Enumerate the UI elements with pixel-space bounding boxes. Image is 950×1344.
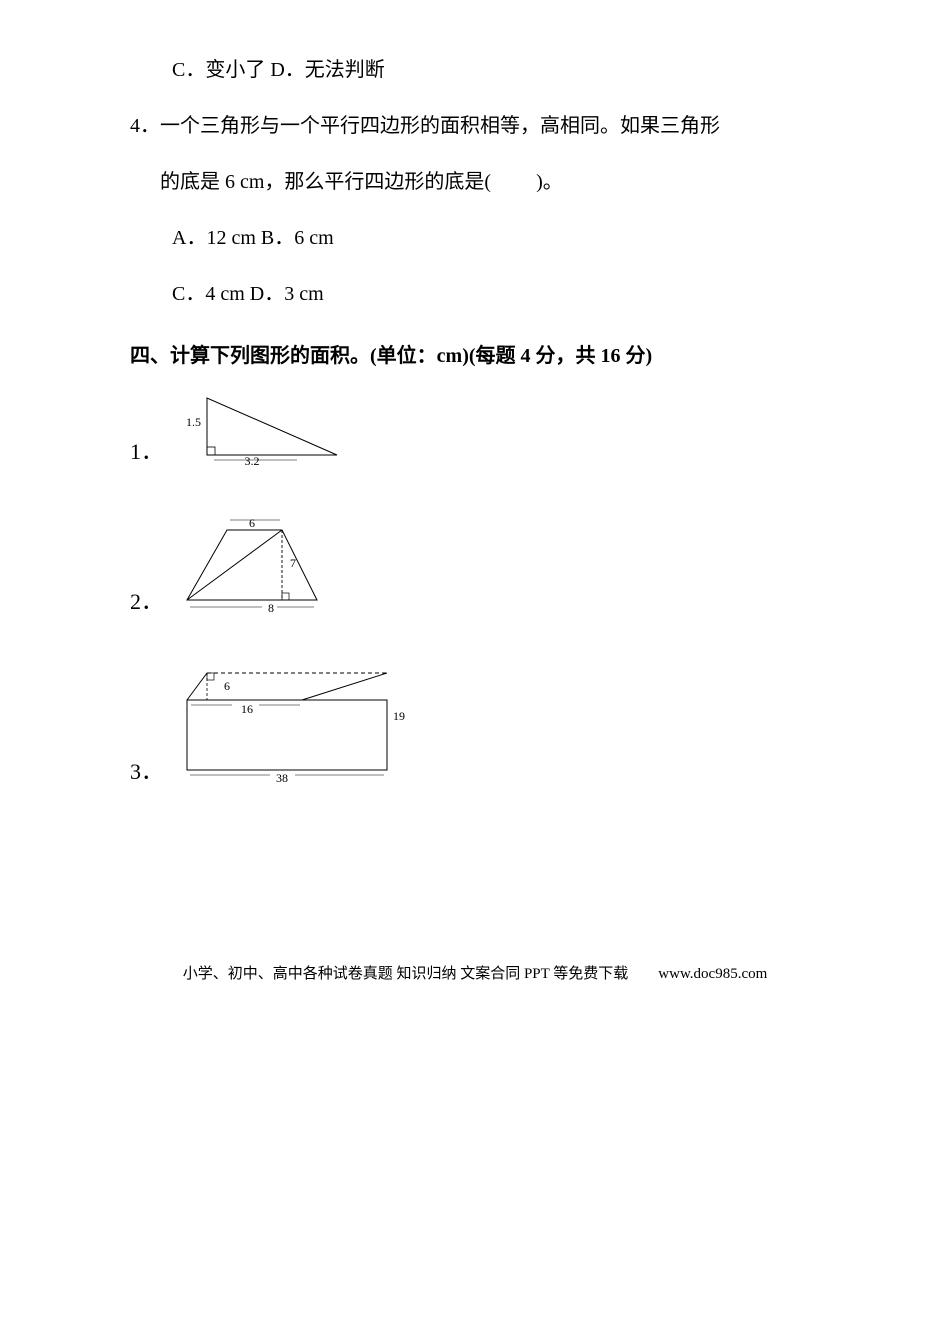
q4-opts-cd: C．4 cm D．3 cm bbox=[130, 268, 820, 320]
option-d: D．无法判断 bbox=[270, 59, 384, 81]
fig1-label-h: 1.5 bbox=[186, 415, 201, 429]
option-c-q4: C．4 cm bbox=[172, 283, 245, 305]
option-c: C．变小了 bbox=[172, 59, 265, 81]
option-d-q4: D．3 cm bbox=[250, 283, 324, 305]
q4-line2: 的底是 6 cm，那么平行四边形的底是( )。 bbox=[130, 156, 820, 208]
fig1-label-b: 3.2 bbox=[245, 454, 260, 465]
fig1-num: 1． bbox=[130, 441, 163, 463]
fig1-svg: 1.5 3.2 bbox=[177, 390, 347, 465]
page-footer: 小学、初中、高中各种试卷真题 知识归纳 文案合同 PPT 等免费下载 www.d… bbox=[130, 955, 820, 994]
options-cd: C．变小了 D．无法判断 bbox=[130, 44, 820, 96]
figure3-row: 3． 6 16 19 38 bbox=[130, 665, 820, 785]
fig3-label-19: 19 bbox=[393, 709, 405, 723]
fig3-label-38: 38 bbox=[276, 771, 288, 785]
section4-title: 四、计算下列图形的面积。(单位：cm)(每题 4 分，共 16 分) bbox=[130, 330, 820, 382]
fig3-label-6: 6 bbox=[224, 679, 230, 693]
fig3-num: 3． bbox=[130, 761, 163, 783]
fig2-label-h: 7 bbox=[290, 556, 296, 570]
fig2-label-top: 6 bbox=[249, 516, 255, 530]
fig2-label-bottom: 8 bbox=[268, 601, 274, 615]
option-b: B．6 cm bbox=[261, 227, 334, 249]
fig2-num: 2． bbox=[130, 591, 163, 613]
q4-opts-ab: A．12 cm B．6 cm bbox=[130, 212, 820, 264]
fig2-svg: 6 7 8 bbox=[177, 515, 347, 615]
fig3-svg: 6 16 19 38 bbox=[177, 665, 407, 785]
option-a: A．12 cm bbox=[172, 227, 256, 249]
figure2-row: 2． 6 7 8 bbox=[130, 515, 820, 615]
fig3-label-16: 16 bbox=[241, 702, 253, 716]
q4-line1: 4．一个三角形与一个平行四边形的面积相等，高相同。如果三角形 bbox=[130, 100, 820, 152]
figure1-row: 1． 1.5 3.2 bbox=[130, 390, 820, 465]
